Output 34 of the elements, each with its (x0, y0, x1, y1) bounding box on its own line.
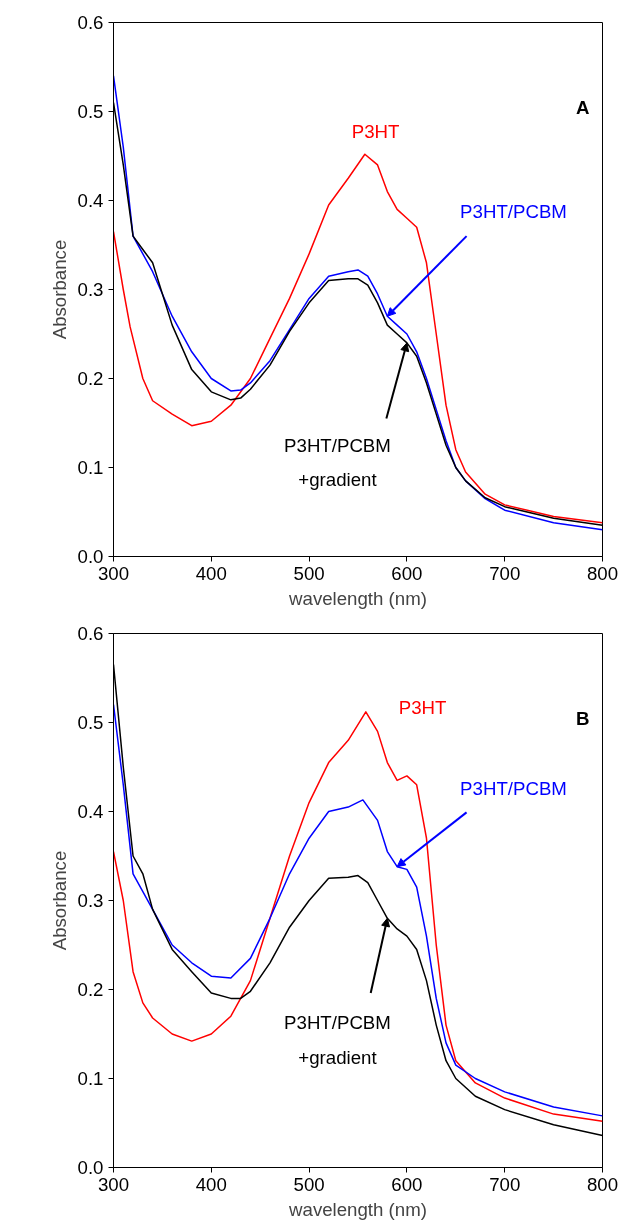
annotation: P3HT/PCBM (460, 777, 567, 799)
annotation: P3HT/PCBM (460, 200, 567, 222)
y-tick-label: 0.2 (77, 979, 104, 1000)
annotation: P3HT/PCBM +gradient (284, 434, 391, 491)
annotation: B (576, 708, 590, 729)
y-tick-label: 0.2 (77, 368, 104, 389)
y-tick-label: 0.5 (77, 712, 104, 733)
y-tick-label: 0.6 (77, 12, 104, 33)
x-axis-title: wavelength (nm) (288, 1198, 427, 1220)
annotation: P3HT/PCBM +gradient (284, 1011, 391, 1068)
y-tick-label: 0.4 (77, 190, 104, 211)
y-tick-label: 0.6 (77, 623, 104, 644)
y-axis-title: Absorbance (48, 850, 70, 951)
annotation: P3HT (351, 121, 400, 143)
x-axis-title: wavelength (nm) (288, 587, 427, 609)
x-tick-label: 400 (195, 562, 227, 584)
y-tick-label: 0.3 (77, 890, 104, 911)
x-tick-label: 500 (293, 562, 325, 584)
y-axis-title: Absorbance (48, 239, 70, 340)
x-tick-label: 700 (489, 1173, 521, 1195)
x-tick-label: 500 (293, 1173, 325, 1195)
y-tick-label: 0.3 (77, 279, 104, 300)
x-tick-label: 400 (195, 1173, 227, 1195)
x-tick-label: 600 (391, 1173, 423, 1195)
y-tick-label: 0.5 (77, 101, 104, 122)
y-tick-label: 0.1 (77, 457, 104, 478)
x-tick-label: 800 (586, 562, 619, 584)
y-tick-label: 0.1 (77, 1068, 104, 1089)
x-tick-label: 600 (391, 562, 423, 584)
x-tick-label: 700 (489, 562, 521, 584)
y-tick-label: 0.4 (77, 801, 104, 822)
annotation: A (576, 97, 590, 118)
x-tick-label: 800 (586, 1173, 619, 1195)
annotation: P3HT (398, 696, 447, 718)
